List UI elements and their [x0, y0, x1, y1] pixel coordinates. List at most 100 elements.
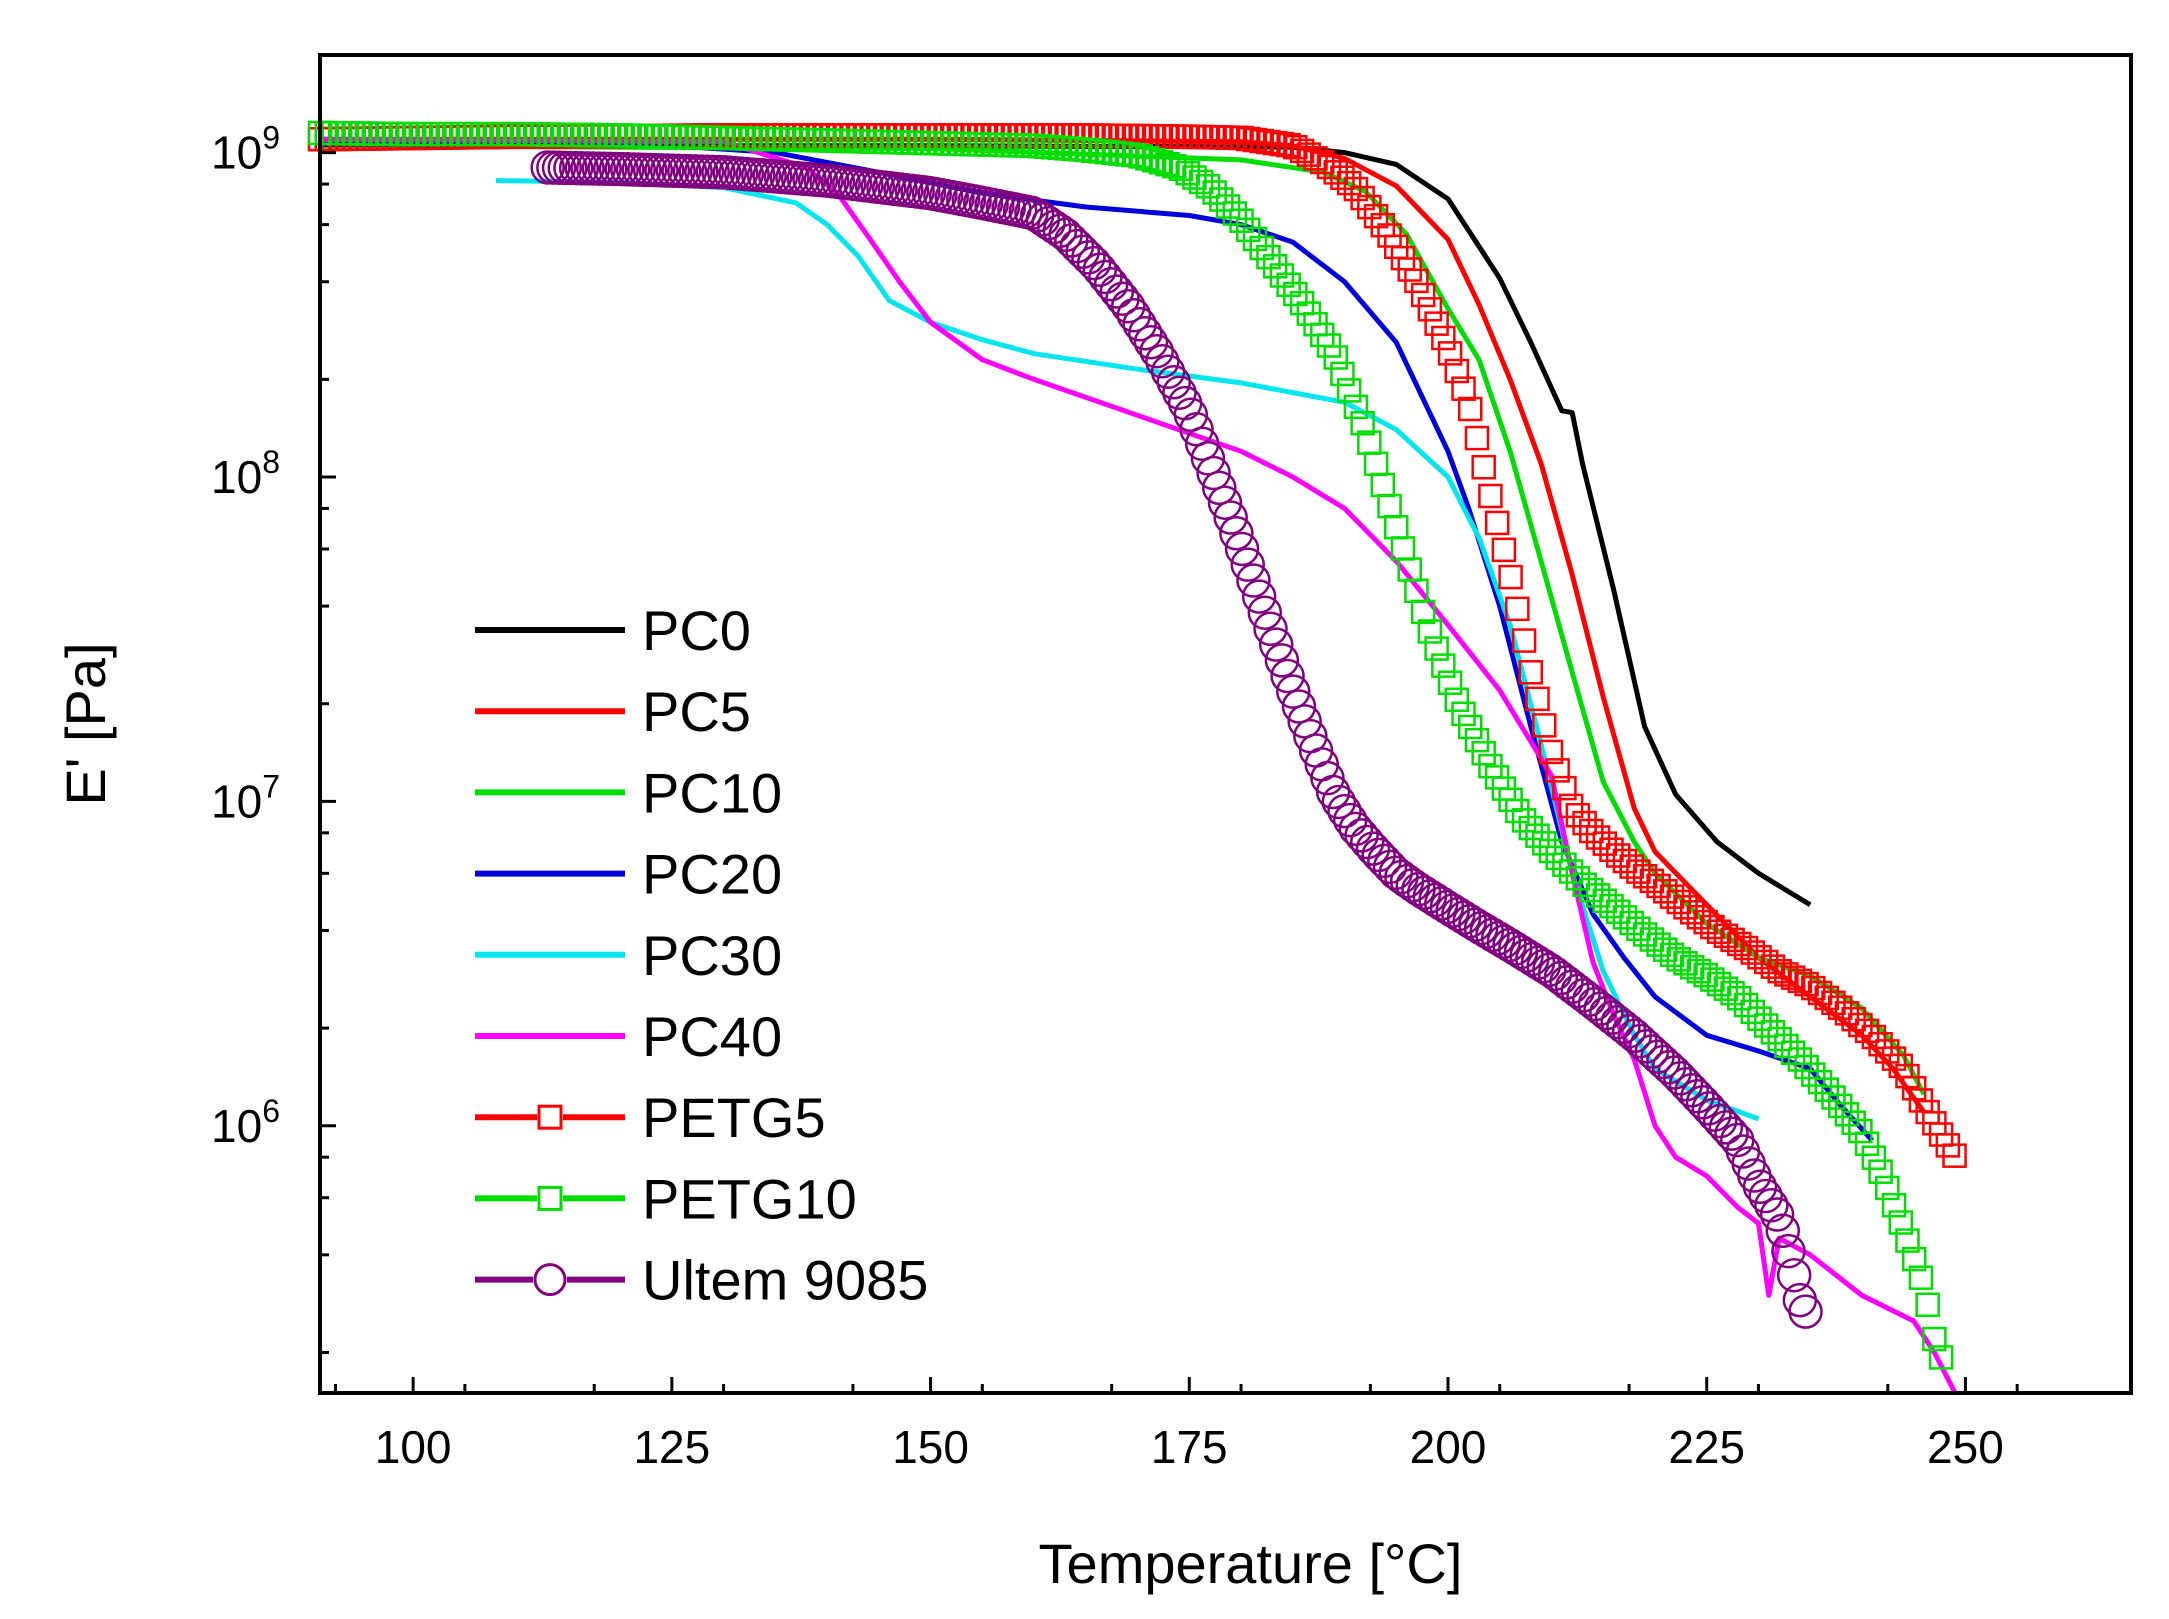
data-point-petg5 — [1404, 268, 1429, 294]
data-point-ultem-9085 — [1253, 611, 1288, 647]
data-point-petg10 — [1424, 636, 1449, 661]
data-point-ultem-9085 — [1765, 1213, 1801, 1249]
data-point-ultem-9085 — [1128, 315, 1163, 351]
data-point-petg5 — [1531, 713, 1557, 738]
data-point-petg10 — [1679, 955, 1705, 980]
data-point-petg5 — [1431, 325, 1456, 351]
legend-item-petg10: PETG10 — [475, 1167, 857, 1230]
data-point-ultem-9085 — [1685, 1085, 1721, 1120]
data-point-ultem-9085 — [1537, 956, 1573, 991]
data-point-petg10 — [1505, 798, 1530, 824]
data-point-petg10 — [1128, 144, 1153, 169]
data-point-petg10 — [1922, 1326, 1947, 1352]
data-point-petg5 — [1276, 132, 1301, 158]
data-point-ultem-9085 — [1549, 965, 1584, 1000]
data-point-petg5 — [1350, 185, 1375, 211]
data-point-petg10 — [1868, 1159, 1893, 1184]
data-point-ultem-9085 — [1543, 960, 1579, 996]
data-point-ultem-9085 — [1276, 674, 1311, 709]
data-point-ultem-9085 — [1236, 563, 1271, 598]
data-point-petg5 — [1572, 810, 1597, 836]
data-point-petg10 — [1901, 1246, 1927, 1272]
data-point-petg10 — [1457, 714, 1483, 740]
legend-label: PC30 — [642, 924, 782, 987]
data-point-ultem-9085 — [1327, 793, 1362, 829]
data-point-petg10 — [1908, 1265, 1934, 1290]
data-point-petg5 — [1478, 483, 1503, 509]
data-point-petg10 — [1659, 942, 1685, 968]
data-point-petg10 — [1834, 1102, 1860, 1127]
data-point-petg10 — [1229, 208, 1254, 233]
data-point-petg10 — [1740, 999, 1766, 1025]
data-point-petg10 — [1881, 1192, 1907, 1218]
data-point-petg10 — [1538, 838, 1564, 864]
data-point-petg5 — [1753, 949, 1779, 975]
data-point-petg5 — [1693, 909, 1718, 935]
series-petg10 — [307, 120, 1954, 1370]
data-point-petg10 — [1209, 187, 1234, 212]
data-point-petg5 — [1733, 935, 1759, 961]
y-tick-label: 107 — [211, 768, 280, 827]
data-point-petg10 — [1417, 619, 1443, 644]
data-point-petg10 — [1141, 148, 1167, 173]
data-point-petg10 — [1727, 985, 1752, 1011]
data-point-petg5 — [1565, 803, 1591, 828]
data-point-petg10 — [1653, 937, 1678, 962]
data-point-petg10 — [1801, 1062, 1826, 1087]
data-point-ultem-9085 — [1258, 627, 1294, 662]
data-point-petg10 — [1787, 1047, 1813, 1072]
data-point-ultem-9085 — [1315, 774, 1351, 810]
series-pc30 — [495, 178, 1760, 1122]
data-point-ultem-9085 — [1224, 531, 1260, 567]
legend-label: PETG5 — [642, 1086, 826, 1149]
data-point-petg5 — [1363, 203, 1389, 229]
data-point-petg10 — [1693, 962, 1718, 988]
data-point-petg5 — [1343, 176, 1369, 202]
data-point-petg10 — [1269, 263, 1295, 288]
data-point-petg10 — [1262, 254, 1288, 279]
data-point-petg10 — [1215, 194, 1241, 219]
data-point-ultem-9085 — [1759, 1197, 1795, 1232]
data-point-ultem-9085 — [1071, 240, 1106, 275]
data-point-ultem-9085 — [1560, 973, 1596, 1009]
series-line-pc30 — [495, 178, 1760, 1122]
data-point-petg10 — [1175, 160, 1200, 186]
data-point-petg5 — [1632, 864, 1658, 889]
data-point-petg10 — [1780, 1040, 1806, 1065]
data-point-petg5 — [1498, 564, 1523, 590]
legend-square-marker — [537, 1185, 563, 1211]
data-point-petg5 — [1336, 170, 1362, 196]
data-point-petg10 — [1733, 992, 1759, 1018]
y-tick-label: 106 — [211, 1093, 280, 1152]
data-point-petg10 — [1558, 859, 1584, 884]
legend-item-pc40: PC40 — [475, 1005, 782, 1068]
x-axis-title: Temperature [°C] — [1039, 1532, 1463, 1595]
data-point-ultem-9085 — [1133, 324, 1169, 360]
data-point-ultem-9085 — [1150, 354, 1186, 390]
data-point-ultem-9085 — [1196, 455, 1231, 491]
data-point-ultem-9085 — [1526, 948, 1561, 984]
data-point-petg10 — [1464, 727, 1490, 753]
legend-square-marker — [537, 1104, 563, 1130]
data-point-petg5 — [1357, 194, 1382, 220]
data-point-ultem-9085 — [1219, 515, 1254, 551]
data-point-petg10 — [1283, 281, 1308, 307]
data-point-petg5 — [1525, 686, 1550, 712]
x-tick-label: 125 — [633, 1421, 710, 1473]
data-point-petg10 — [1915, 1292, 1940, 1317]
data-point-ultem-9085 — [1076, 245, 1112, 281]
data-point-petg10 — [1747, 1006, 1772, 1031]
data-point-petg5 — [1558, 793, 1584, 819]
data-point-ultem-9085 — [1287, 704, 1322, 739]
data-point-ultem-9085 — [1190, 441, 1226, 476]
data-point-petg5 — [1875, 1039, 1900, 1064]
y-axis-title: E' [Pa] — [54, 642, 117, 805]
data-point-petg10 — [1531, 831, 1557, 856]
data-point-ultem-9085 — [1036, 209, 1072, 245]
data-point-ultem-9085 — [1776, 1257, 1812, 1293]
data-point-petg10 — [1552, 852, 1577, 877]
data-point-petg10 — [1928, 1345, 1954, 1370]
legend-item-pc0: PC0 — [475, 599, 751, 662]
data-point-ultem-9085 — [1378, 855, 1413, 891]
data-point-petg5 — [1740, 940, 1766, 965]
